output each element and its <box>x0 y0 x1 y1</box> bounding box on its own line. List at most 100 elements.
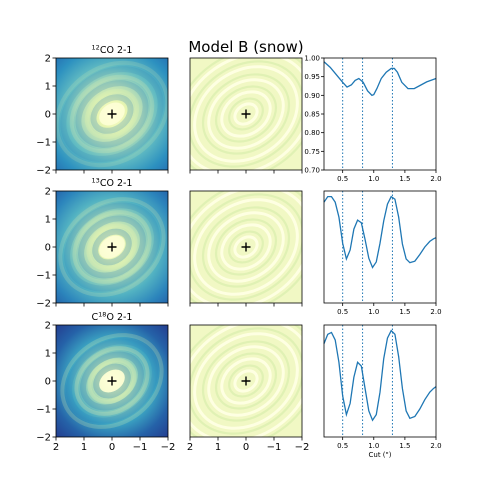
row2-intensity-map-ytick-label: −2 <box>36 299 51 310</box>
row2-intensity-map-ring <box>92 228 132 266</box>
row1-cut-ytick-label: 0.90 <box>304 92 320 100</box>
row3-residual-map-ring-light <box>220 357 272 405</box>
row2-intensity-map-ring-bright <box>72 210 152 284</box>
row3-intensity-map-xtick-label: −2 <box>161 442 176 453</box>
row1-intensity-map-ytick-label: −1 <box>36 138 51 149</box>
row2-residual-map-ring-light <box>220 223 272 271</box>
row2-cut-frame <box>323 190 437 304</box>
row3-cut-xtick-label: 0.5 <box>337 442 348 450</box>
row3-intensity-map-xtick-label: 2 <box>53 442 59 453</box>
row1-cut-ytick-label: 0.85 <box>304 111 320 119</box>
row3-intensity-map: 2 2 1 1 0 0 −1 −1 −2 −2 C18O 2-1 <box>36 311 176 454</box>
row2-intensity-map-ytick-label: 2 <box>45 187 51 198</box>
row1-intensity-map-ytick-label: 0 <box>45 110 51 121</box>
row1-residual-map-ring-light <box>220 90 272 138</box>
row2-residual-map-ring-light <box>190 191 302 303</box>
row1-cut-ytick-label: 0.80 <box>304 129 320 137</box>
row3-intensity-map-ring-bright <box>87 358 137 404</box>
row3-residual-map-center-marker <box>241 376 251 386</box>
row1-cut-ytick-label: 0.95 <box>304 73 320 81</box>
row1-cut: 0.5 1.0 1.5 2.0 1.00 0.95 0.90 0.85 0.80 0.75 0.70 <box>304 55 441 184</box>
row2-cut-xtick-label: 1.0 <box>368 308 379 316</box>
row3-intensity-map-center-marker <box>107 376 117 386</box>
row3-cut-xtick-label: 1.5 <box>399 442 410 450</box>
row1-residual-map-ring-dark <box>201 73 291 155</box>
row2-residual-map-center-marker <box>241 242 251 252</box>
row3-residual-map-xtick-label: 1 <box>215 442 221 453</box>
row3-residual-map-xtick-label: 2 <box>187 442 193 453</box>
row3-intensity-map-ring <box>93 363 131 399</box>
row2-intensity-map-ring <box>64 202 160 292</box>
row3-cut-frame <box>323 324 437 438</box>
row3-intensity-map-ring <box>80 351 144 411</box>
row1-intensity-map-ytick-label: −2 <box>36 166 51 177</box>
row1-intensity-map-ring <box>90 94 134 134</box>
row2-cut-xtick-label: 2.0 <box>430 308 441 316</box>
row2-residual-map-ring-dark <box>215 218 277 276</box>
row1-intensity-map-ring <box>75 80 149 148</box>
row3-cut: 0.5 1.0 1.5 2.0 Cut (") <box>323 324 442 459</box>
row1-intensity-map-ring-bright <box>56 60 168 168</box>
row1-residual-map-ring-light <box>193 65 299 163</box>
row3-residual-map-ring-light <box>190 325 302 437</box>
row2-cut: 0.5 1.0 1.5 2.0 <box>323 190 442 316</box>
row3-cut-xtick-label: 2.0 <box>430 442 441 450</box>
row2-residual-map-ring-dark <box>190 193 302 301</box>
row2-intensity-map-title: 13CO 2-1 <box>92 177 133 190</box>
row1-residual-map-ring-dark <box>190 58 302 170</box>
row3-intensity-map-ring <box>66 338 158 424</box>
row1-residual-map-ring-dark <box>215 85 277 143</box>
row1-cut-xtick-label: 1.0 <box>368 175 379 183</box>
row2-intensity-map-center-marker <box>107 242 117 252</box>
row3-residual-map-ring-dark <box>190 325 302 437</box>
row1-residual-map-ring-light <box>233 102 259 126</box>
row1-intensity-map-ytick-label: 2 <box>45 54 51 65</box>
row3-residual-map-ring-light <box>207 345 285 417</box>
row3-cut-xtick-label: 1.0 <box>368 442 379 450</box>
row3-residual-map-ring-dark <box>190 327 302 435</box>
row3-intensity-map-title: C18O 2-1 <box>92 311 133 324</box>
row1-residual-map <box>189 57 303 174</box>
row2-intensity-map-ring <box>78 215 146 279</box>
row2-cut-line <box>323 195 437 269</box>
row3-intensity-map-ytick-label: 0 <box>45 377 51 388</box>
row2-intensity-map-ytick-label: 1 <box>45 215 51 226</box>
row3-intensity-map-ytick-label: −2 <box>36 433 51 444</box>
row1-intensity-map-ring-bright <box>84 88 140 140</box>
row3-residual-map-ring-light <box>193 332 299 430</box>
row2-intensity-map-ring-bright <box>58 197 166 297</box>
row2-residual-map <box>189 190 303 307</box>
row1-residual-map-ring-dark <box>228 97 264 131</box>
row3-intensity-map-ring-bright <box>74 346 150 416</box>
row3-intensity-map-xtick-label: −1 <box>133 442 148 453</box>
row1-cut-frame <box>323 57 437 171</box>
row3-intensity-map-ytick-label: 1 <box>45 349 51 360</box>
row3-residual-map-xtick-label: −1 <box>267 442 282 453</box>
figure-title: Model B (snow) <box>188 38 303 56</box>
row3-residual-map-ring-dark <box>228 364 264 398</box>
row1-intensity-map-title: 12CO 2-1 <box>92 44 133 57</box>
row3-intensity-map-ring-bright <box>60 333 164 429</box>
row3-intensity-map-ytick-label: −1 <box>36 405 51 416</box>
row1-intensity-map-center-marker <box>107 109 117 119</box>
row2-residual-map-ring-light <box>233 235 259 259</box>
row1-residual-map-ring-dark <box>190 60 302 168</box>
row3-intensity-map-xtick-label: 0 <box>109 442 115 453</box>
row2-intensity-map: 2 1 0 −1 −2 13CO 2-1 <box>36 177 169 310</box>
row1-intensity-map-ring-bright <box>69 74 155 154</box>
row1-residual-map-ring-light <box>207 78 285 150</box>
row3-residual-map-ring-dark <box>201 340 291 422</box>
row3-cut-line <box>323 329 437 422</box>
row2-residual-map-ring-light <box>193 198 299 296</box>
row3-residual-map-ring-dark <box>215 352 277 410</box>
row1-cut-ytick-label: 0.75 <box>304 148 320 156</box>
row1-intensity-map: 2 1 0 −1 −2 12CO 2-1 <box>36 44 169 177</box>
row2-intensity-map-ytick-label: −1 <box>36 271 51 282</box>
row3-residual-map: 2 1 0 −1 −2 <box>187 324 309 453</box>
row1-cut-line <box>323 61 437 97</box>
row1-intensity-map-ytick-label: 1 <box>45 82 51 93</box>
row2-intensity-map-ring-bright <box>86 223 138 271</box>
row1-intensity-map-ring <box>60 66 164 162</box>
row2-cut-xtick-label: 1.5 <box>399 308 410 316</box>
